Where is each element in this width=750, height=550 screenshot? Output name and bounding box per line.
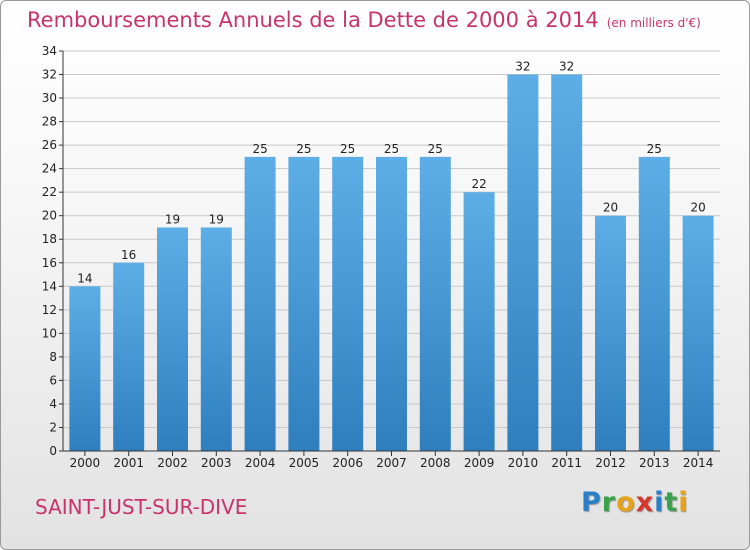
x-tick-label: 2008 [420,456,451,470]
y-tick-label: 24 [42,162,57,176]
x-tick-label: 2011 [551,456,582,470]
y-tick-label: 26 [42,138,57,152]
bar-2005 [288,156,320,451]
bar-2010 [507,74,539,451]
bar-2014 [682,215,714,451]
x-tick-label: 2014 [683,456,714,470]
chart-title-text: Remboursements Annuels de la Dette de 20… [27,8,599,32]
bar-value-label: 16 [121,248,136,262]
commune-name: SAINT-JUST-SUR-DIVE [35,495,248,519]
bar-2000 [69,286,101,451]
bar-value-label: 25 [252,142,267,156]
bar-value-label: 32 [515,60,530,74]
x-tick-label: 2012 [595,456,626,470]
x-tick-label: 2000 [70,456,101,470]
x-tick-label: 2007 [376,456,407,470]
y-tick-label: 14 [42,279,57,293]
bar-2001 [113,262,145,451]
bar-2009 [463,192,495,452]
logo-letter: i [678,487,689,518]
x-tick-label: 2009 [464,456,495,470]
y-tick-label: 16 [42,256,57,270]
chart-title: Remboursements Annuels de la Dette de 20… [27,8,701,32]
y-tick-label: 32 [42,68,57,82]
bar-2011 [551,74,583,451]
x-tick-label: 2001 [113,456,144,470]
bar-value-label: 22 [471,177,486,191]
y-tick-label: 18 [42,232,57,246]
proxiti-logo: Proxiti [581,487,689,518]
bar-value-label: 19 [209,212,224,226]
y-tick-label: 20 [42,209,57,223]
y-tick-label: 8 [49,350,57,364]
logo-letter: P [581,487,602,518]
bar-value-label: 25 [296,142,311,156]
logo-letter: r [601,487,617,518]
bar-2012 [595,215,626,451]
bar-value-label: 25 [428,142,443,156]
x-tick-label: 2005 [289,456,320,470]
y-tick-label: 2 [49,420,57,434]
logo-letter: t [664,487,679,518]
y-tick-label: 34 [42,44,57,58]
x-tick-label: 2010 [508,456,539,470]
bar-value-label: 19 [165,212,180,226]
y-tick-label: 28 [42,115,57,129]
bar-2003 [200,227,232,451]
x-tick-label: 2006 [332,456,363,470]
bar-value-label: 25 [647,142,662,156]
bar-value-label: 25 [340,142,355,156]
y-tick-label: 10 [42,326,57,340]
y-tick-label: 4 [49,397,57,411]
bar-2007 [376,156,407,451]
bar-2013 [638,156,670,451]
bar-value-label: 14 [77,271,92,285]
y-tick-label: 30 [42,91,57,105]
bar-value-label: 32 [559,60,574,74]
y-tick-label: 12 [42,303,57,317]
logo-letter: o [616,487,636,518]
bar-2004 [244,156,276,451]
x-tick-label: 2004 [245,456,276,470]
y-tick-label: 22 [42,185,57,199]
bar-2008 [419,156,451,451]
x-tick-label: 2002 [157,456,188,470]
bar-2006 [332,156,364,451]
bar-value-label: 25 [384,142,399,156]
y-tick-label: 6 [49,373,57,387]
x-tick-label: 2013 [639,456,670,470]
logo-letter: x [635,487,655,518]
bar-value-label: 20 [603,201,618,215]
bar-2002 [157,227,188,451]
chart-unit-note: (en milliers d'€) [606,16,701,30]
x-tick-label: 2003 [201,456,232,470]
bar-value-label: 20 [690,201,705,215]
bars: 14 16 19 19 25 25 25 25 25 22 32 32 20 25 20 [69,60,714,452]
logo-letter: i [654,487,665,518]
y-tick-label: 0 [49,444,57,458]
